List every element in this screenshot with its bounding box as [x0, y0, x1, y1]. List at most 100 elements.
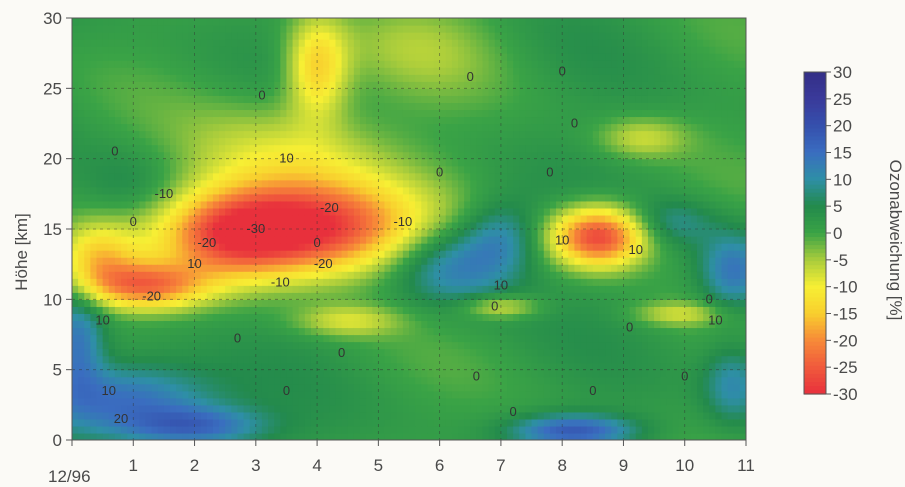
heatmap-cell: [249, 397, 257, 406]
heatmap-cell: [366, 193, 373, 202]
heatmap-cell: [574, 418, 582, 427]
heatmap-cell: [102, 418, 110, 427]
heatmap-cell: [409, 383, 416, 392]
heatmap-cell: [286, 179, 294, 188]
heatmap-cell: [292, 404, 300, 413]
heatmap-cell: [145, 425, 153, 434]
heatmap-cell: [212, 348, 220, 357]
heatmap-cell: [556, 425, 563, 434]
heatmap-cell: [353, 81, 361, 89]
heatmap-cell: [347, 425, 355, 434]
heatmap-cell: [268, 102, 275, 111]
heatmap-cell: [151, 137, 159, 146]
heatmap-cell: [255, 193, 263, 202]
heatmap-cell: [329, 95, 337, 103]
heatmap-cell: [464, 137, 471, 146]
heatmap-cell: [482, 306, 490, 314]
heatmap-cell: [451, 46, 459, 54]
heatmap-cell: [341, 193, 349, 202]
heatmap-cell: [133, 327, 140, 336]
heatmap-cell: [353, 109, 361, 118]
heatmap-cell: [323, 207, 330, 216]
heatmap-cell: [114, 200, 122, 209]
heatmap-cell: [543, 67, 551, 75]
heatmap-cell: [243, 123, 251, 132]
heatmap-cell: [200, 271, 208, 279]
heatmap-cell: [562, 53, 569, 61]
heatmap-cell: [574, 207, 582, 216]
heatmap-cell: [237, 320, 245, 329]
heatmap-cell: [176, 165, 183, 174]
heatmap-cell: [133, 250, 140, 258]
heatmap-cell: [329, 355, 337, 364]
heatmap-cell: [476, 18, 484, 26]
heatmap-cell: [476, 151, 484, 160]
heatmap-cell: [108, 369, 116, 378]
heatmap-cell: [378, 25, 386, 33]
heatmap-cell: [96, 306, 104, 314]
heatmap-cell: [347, 327, 355, 336]
heatmap-cell: [525, 109, 533, 118]
heatmap-cell: [402, 411, 410, 420]
heatmap-cell: [359, 355, 367, 364]
heatmap-cell: [580, 418, 588, 427]
heatmap-cell: [513, 278, 520, 286]
heatmap-cell: [574, 144, 582, 153]
heatmap-cell: [482, 250, 490, 258]
heatmap-cell: [280, 116, 288, 125]
heatmap-cell: [231, 186, 239, 195]
heatmap-cell: [451, 109, 459, 118]
heatmap-cell: [286, 123, 294, 132]
heatmap-cell: [298, 264, 306, 272]
heatmap-cell: [421, 116, 428, 125]
heatmap-cell: [556, 207, 563, 216]
heatmap-cell: [549, 88, 557, 96]
heatmap-cell: [317, 390, 324, 399]
heatmap-cell: [531, 158, 539, 167]
heatmap-cell: [433, 348, 441, 357]
heatmap-cell: [249, 376, 257, 385]
heatmap-cell: [470, 341, 477, 350]
heatmap-cell: [421, 32, 428, 40]
heatmap-cell: [556, 299, 563, 307]
heatmap-cell: [225, 229, 232, 237]
heatmap-cell: [188, 130, 196, 139]
heatmap-cell: [488, 278, 496, 286]
heatmap-cell: [274, 383, 281, 392]
heatmap-cell: [286, 229, 294, 237]
heatmap-cell: [212, 292, 220, 300]
heatmap-cell: [335, 348, 343, 357]
heatmap-cell: [243, 348, 251, 357]
heatmap-cell: [574, 285, 582, 293]
heatmap-cell: [513, 165, 520, 174]
heatmap-cell: [464, 306, 471, 314]
heatmap-cell: [114, 411, 122, 420]
heatmap-cell: [280, 397, 288, 406]
heatmap-cell: [372, 53, 379, 61]
heatmap-cell: [212, 130, 220, 139]
heatmap-cell: [96, 432, 104, 440]
heatmap-cell: [335, 404, 343, 413]
heatmap-cell: [280, 383, 288, 392]
heatmap-cell: [519, 397, 527, 406]
heatmap-cell: [335, 362, 343, 371]
heatmap-cell: [151, 348, 159, 357]
heatmap-cell: [451, 257, 459, 265]
heatmap-cell: [237, 200, 245, 209]
heatmap-cell: [537, 25, 545, 33]
heatmap-cell: [323, 179, 330, 188]
heatmap-cell: [433, 123, 441, 132]
heatmap-cell: [102, 207, 110, 216]
heatmap-cell: [145, 144, 153, 153]
heatmap-cell: [329, 214, 337, 223]
heatmap-cell: [268, 257, 275, 265]
heatmap-cell: [451, 264, 459, 272]
heatmap-cell: [194, 200, 202, 209]
heatmap-cell: [476, 95, 484, 103]
heatmap-cell: [537, 327, 545, 336]
heatmap-cell: [415, 137, 422, 146]
heatmap-cell: [488, 334, 496, 343]
heatmap-cell: [102, 193, 110, 202]
heatmap-cell: [470, 165, 477, 174]
heatmap-cell: [78, 151, 85, 160]
